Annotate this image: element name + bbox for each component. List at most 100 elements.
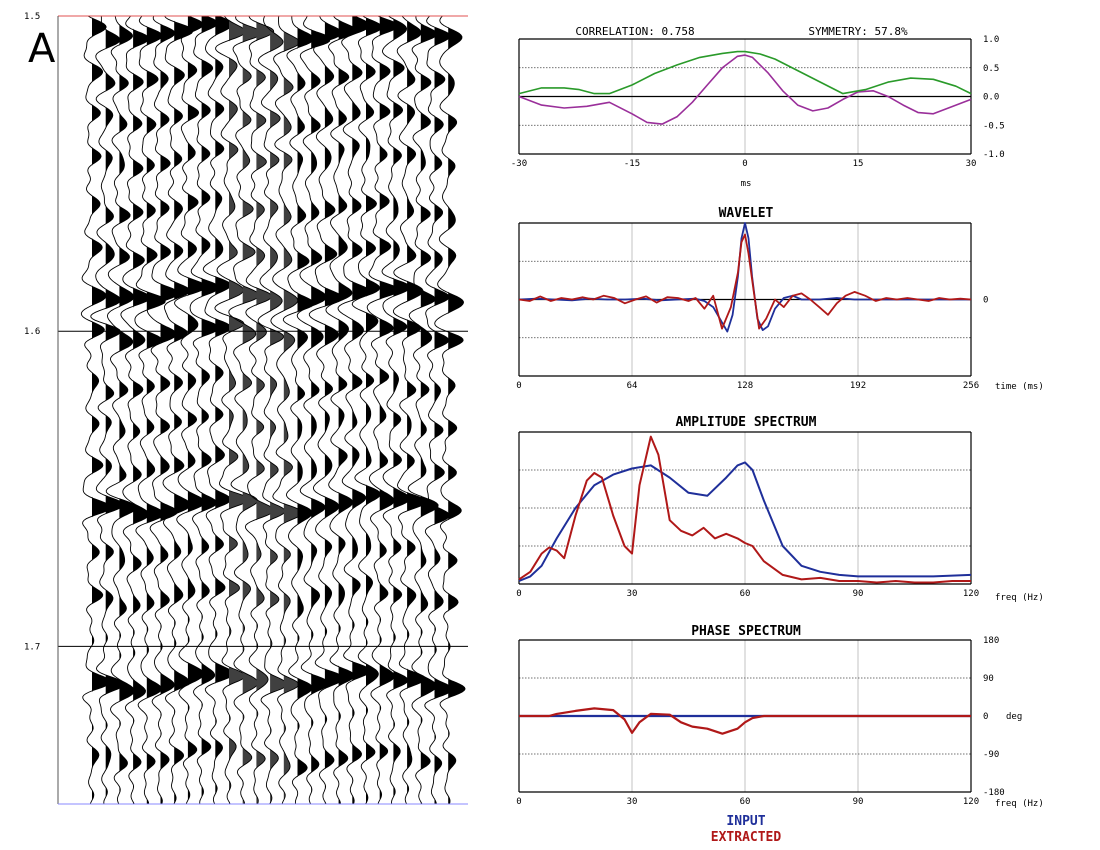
time-markers	[58, 15, 468, 647]
trace-line	[189, 15, 220, 805]
trace-fill	[256, 16, 274, 804]
trace-fill	[311, 16, 330, 804]
x-tick-label: -15	[624, 159, 640, 169]
trace-line	[120, 15, 151, 805]
y-tick-label: 0	[983, 712, 988, 722]
phase-plot: 0 30 60 90 120 180 90 0 -90 -180	[516, 636, 1004, 807]
seismic-time-ticks: 1.5 1.6 1.7	[24, 12, 40, 652]
trace-fill	[420, 16, 439, 804]
x-tick-label: 256	[963, 381, 979, 391]
trace-line	[270, 15, 303, 805]
x-tick-label: 64	[627, 381, 638, 391]
wavelet-title: WAVELET	[719, 206, 774, 221]
trace-fill	[174, 16, 193, 804]
y-tick-label: -0.5	[983, 121, 1005, 131]
trace-line	[434, 15, 466, 805]
seismic-frame	[57, 16, 468, 805]
amplitude-title: AMPLITUDE SPECTRUM	[676, 415, 817, 430]
amplitude-xlabel: freq (Hz)	[995, 593, 1044, 603]
trace-line	[134, 15, 166, 805]
wavelet-xlabel: time (ms)	[995, 382, 1044, 392]
trace-fill	[105, 16, 125, 804]
x-tick-label: 30	[627, 797, 638, 807]
x-tick-label: -30	[511, 159, 527, 169]
x-tick-label: 90	[853, 797, 864, 807]
y-tick-label: 90	[983, 674, 994, 684]
x-tick-label: 30	[966, 159, 977, 169]
y-tick-label: -180	[983, 788, 1005, 798]
trace-fill	[242, 16, 262, 804]
trace-fill	[407, 16, 426, 804]
x-tick-label: 192	[850, 381, 866, 391]
wavelet-chart: WAVELET time (ms) 0 64 128 192 256 0	[516, 206, 1043, 392]
trace-line	[366, 15, 399, 805]
phase-ylabel: deg	[1006, 712, 1022, 722]
trace-line	[381, 15, 411, 805]
trace-fill	[283, 16, 303, 804]
panel-letter: A	[28, 26, 56, 72]
seismic-time-tick: 1.7	[24, 642, 40, 652]
y-tick-label: 180	[983, 636, 999, 646]
seismic-time-tick: 1.6	[24, 327, 40, 337]
phase-spectrum-chart: PHASE SPECTRUM freq (Hz) deg 0 30 60 90 120 1…	[516, 624, 1043, 809]
trace-fill	[215, 16, 234, 804]
phase-xlabel: freq (Hz)	[995, 799, 1044, 809]
seismic-traces	[80, 15, 466, 805]
legend: INPUT EXTRACTED	[711, 814, 782, 845]
trace-line	[392, 15, 426, 805]
x-tick-label: 60	[740, 797, 751, 807]
legend-extracted: EXTRACTED	[711, 830, 782, 845]
trace-fill	[133, 16, 151, 804]
trace-line	[214, 15, 248, 805]
phase-title: PHASE SPECTRUM	[691, 624, 801, 639]
series-line-correlation	[518, 54, 972, 125]
trace-line	[228, 15, 262, 805]
trace-line	[424, 15, 453, 805]
x-tick-label: 128	[737, 381, 753, 391]
x-tick-label: 30	[627, 589, 638, 599]
y-tick-label: -90	[983, 750, 999, 760]
y-tick-label: 1.0	[983, 35, 999, 45]
series-line-extracted	[518, 435, 971, 584]
x-tick-label: 90	[853, 589, 864, 599]
trace-line	[351, 15, 383, 805]
trace-line	[407, 16, 439, 805]
trace-line	[296, 15, 331, 805]
trace-fill	[119, 16, 137, 804]
x-tick-label: 120	[963, 797, 979, 807]
series-line-extracted	[518, 233, 972, 330]
trace-line	[282, 16, 315, 805]
x-tick-label: 0	[742, 159, 747, 169]
x-tick-label: 60	[740, 589, 751, 599]
x-tick-label: 0	[516, 589, 521, 599]
series-line-symmetry	[518, 50, 972, 95]
x-tick-label: 0	[516, 381, 521, 391]
y-tick-label: 0	[983, 296, 988, 306]
trace-line	[325, 15, 358, 805]
trace-line	[146, 15, 180, 805]
symmetry-title: SYMMETRY: 57.8%	[808, 25, 908, 38]
trace-line	[257, 15, 288, 805]
trace-line	[308, 15, 344, 805]
seismic-panel: A 1.5 1.6 1.7	[24, 12, 468, 805]
trace-line	[90, 15, 125, 805]
wavelet-plot: 0 64 128 192 256 0	[516, 222, 988, 391]
trace-line	[244, 15, 275, 805]
trace-line	[162, 15, 194, 805]
amplitude-plot: 0 30 60 90 120	[516, 431, 979, 599]
series-line-extracted	[519, 707, 971, 735]
series-line-input	[518, 222, 971, 333]
trace-fill	[366, 16, 382, 804]
y-tick-label: 0.0	[983, 93, 999, 103]
x-tick-label: 15	[853, 159, 864, 169]
y-tick-label: 0.5	[983, 64, 999, 74]
trace-line	[80, 15, 111, 805]
correlation-plot: -30 -15 0 15 30 1.0 0.5 0.0 -0.5 -1.0	[511, 35, 1005, 169]
correlation-xlabel: ms	[741, 179, 752, 189]
trace-fill	[324, 16, 344, 804]
trace-fill	[297, 16, 314, 804]
y-tick-label: -1.0	[983, 150, 1005, 160]
legend-input: INPUT	[726, 814, 765, 829]
trace-line	[105, 15, 138, 805]
